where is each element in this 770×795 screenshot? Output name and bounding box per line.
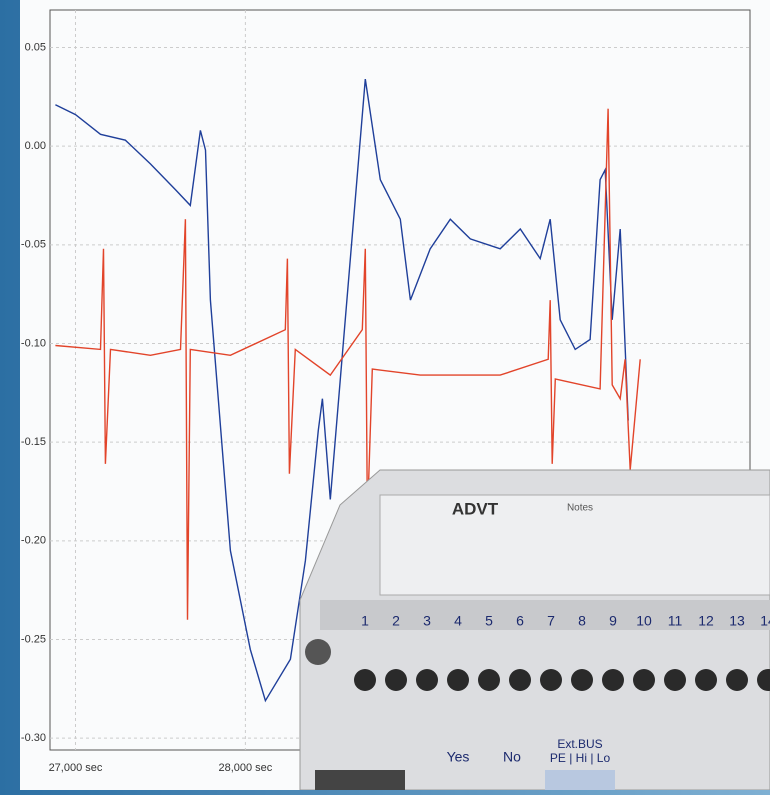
terminal-number: 2 xyxy=(392,613,400,629)
y-tick-label: -0.30 xyxy=(21,732,46,744)
terminal-screw xyxy=(540,669,562,691)
terminal-screw xyxy=(509,669,531,691)
y-tick-label: -0.05 xyxy=(21,239,46,251)
terminal-screw xyxy=(385,669,407,691)
y-tick-label: -0.10 xyxy=(21,337,46,349)
bus-port xyxy=(545,770,615,790)
x-tick-label: 27,000 sec xyxy=(49,762,103,774)
y-tick-label: -0.20 xyxy=(21,535,46,547)
y-tick-label: 0.00 xyxy=(25,140,46,152)
terminal-screw xyxy=(571,669,593,691)
terminal-number: 6 xyxy=(516,613,524,629)
terminal-screw xyxy=(602,669,624,691)
button-label: No xyxy=(503,749,521,765)
terminal-number: 3 xyxy=(423,613,431,629)
terminal-screw xyxy=(664,669,686,691)
terminal-number: 4 xyxy=(454,613,462,629)
y-tick-label: -0.25 xyxy=(21,633,46,645)
terminal-number: 11 xyxy=(668,613,683,629)
terminal-number: 14 xyxy=(760,613,770,629)
terminal-number: 10 xyxy=(636,613,652,629)
terminal-number: 12 xyxy=(698,613,714,629)
terminal-screw xyxy=(354,669,376,691)
x-tick-label: 28,000 sec xyxy=(218,762,272,774)
terminal-number: 9 xyxy=(609,613,617,629)
screw-hole xyxy=(305,639,331,665)
terminal-screw xyxy=(416,669,438,691)
terminal-screw xyxy=(447,669,469,691)
y-tick-label: 0.05 xyxy=(25,41,46,53)
terminal-number: 1 xyxy=(361,613,369,629)
terminal-number: 8 xyxy=(578,613,586,629)
notes-label: Notes xyxy=(567,503,593,514)
terminal-screw xyxy=(633,669,655,691)
terminal-number: 7 xyxy=(547,613,555,629)
terminal-number: 5 xyxy=(485,613,493,629)
device: ADVT Notes Yes No Ext.BUS PE | Hi | Lo 1… xyxy=(300,470,770,790)
terminal-screw xyxy=(726,669,748,691)
bus-label: Ext.BUS xyxy=(557,737,602,751)
terminal-number: 13 xyxy=(729,613,745,629)
bus-pins-label: PE | Hi | Lo xyxy=(550,751,611,765)
brand: ADVT xyxy=(452,499,499,518)
y-tick-label: -0.15 xyxy=(21,436,46,448)
button-label: Yes xyxy=(447,749,470,765)
chart: 0.050.00-0.05-0.10-0.15-0.20-0.25-0.3027… xyxy=(0,0,770,790)
terminal-screw xyxy=(695,669,717,691)
usb-port xyxy=(315,770,405,790)
terminal-screw xyxy=(478,669,500,691)
